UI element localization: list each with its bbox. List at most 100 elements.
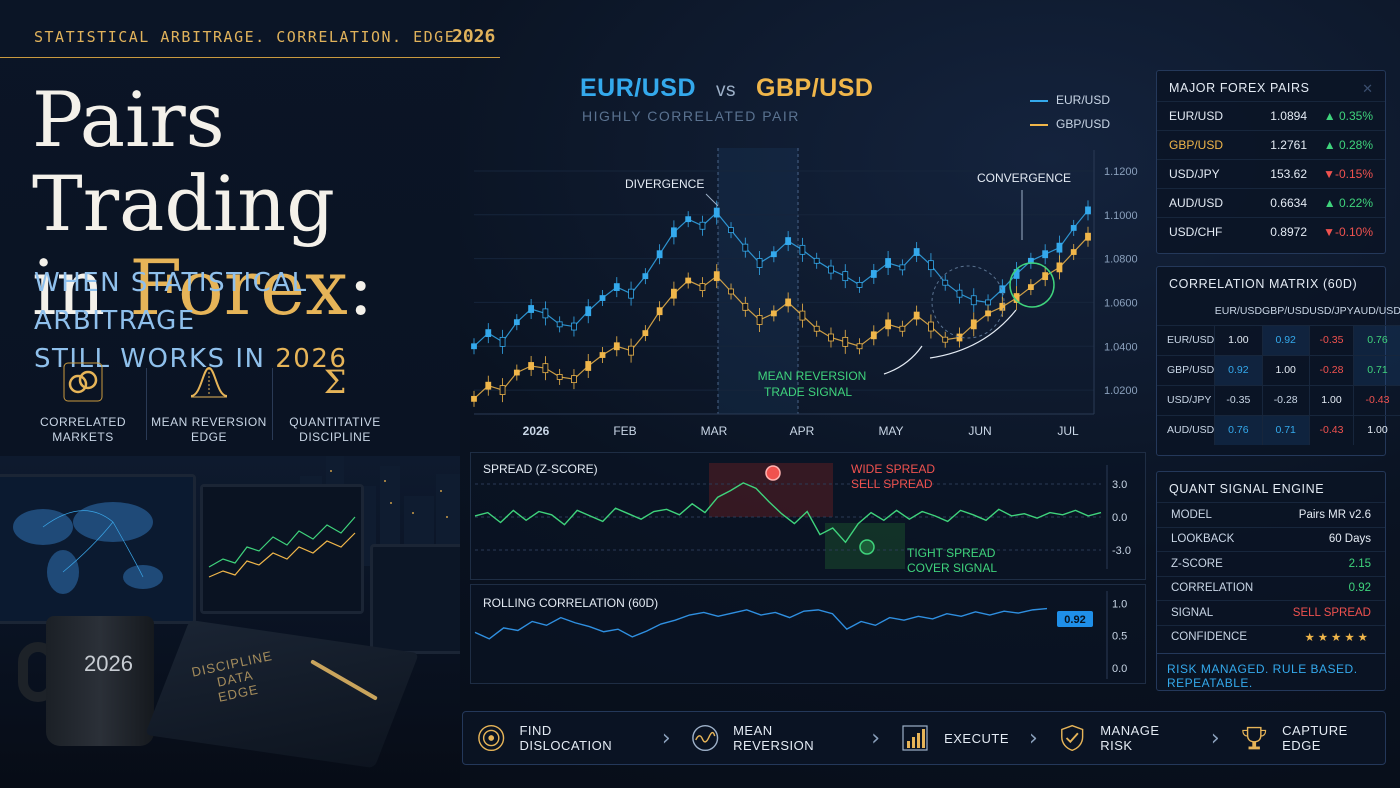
eurusd-candle xyxy=(628,288,634,299)
pair-row[interactable]: AUD/USD 0.6634 ▲ 0.22% xyxy=(1157,188,1385,217)
matrix-row-label: GBP/USD xyxy=(1157,354,1215,385)
x-tick-label: JUL xyxy=(1057,424,1079,438)
quant-row: MODEL Pairs MR v2.6 xyxy=(1157,502,1385,527)
x-tick-label: FEB xyxy=(613,424,636,438)
chevron-right-icon: › xyxy=(661,725,671,751)
major-pairs-title: MAJOR FOREX PAIRS xyxy=(1169,81,1310,95)
eurusd-candle xyxy=(856,282,863,288)
gbpusd-candle xyxy=(985,310,991,317)
title-forex: Forex xyxy=(129,243,348,332)
eurusd-candle xyxy=(785,237,792,245)
correlation-panel-title: ROLLING CORRELATION (60D) xyxy=(483,596,658,610)
pair-change: ▲ 0.28% xyxy=(1323,138,1373,152)
matrix-cell: -0.43 xyxy=(1308,414,1354,445)
divergence-annotation: DIVERGENCE xyxy=(625,177,704,191)
step-mean-reversion[interactable]: MEAN REVERSION xyxy=(691,723,852,753)
step-find-dislocation[interactable]: FIND DISLOCATION xyxy=(477,723,642,753)
y-tick-label: 1.0 xyxy=(1112,598,1127,610)
matrix-cell: 0.71 xyxy=(1353,354,1400,385)
pair-row[interactable]: GBP/USD 1.2761 ▲ 0.28% xyxy=(1157,130,1385,159)
gbpusd-candle xyxy=(828,333,834,342)
pair-name: AUD/USD xyxy=(1169,196,1224,210)
x-tick-label: MAY xyxy=(878,424,903,438)
eurusd-candle xyxy=(899,264,906,271)
spread-chart-canvas: SPREAD (Z-SCORE) 3.0 0.0 -3.0 WIDE SPREADSEL… xyxy=(474,462,1131,575)
subtitle-prefix: STILL WORKS IN xyxy=(34,344,276,374)
page-subtitle: WHEN STATISTICAL ARBITRAGE STILL WORKS I… xyxy=(34,264,460,378)
matrix-column-header: GBP/USD xyxy=(1262,304,1310,317)
gbpusd-candle xyxy=(499,385,506,395)
gbpusd-candle xyxy=(599,352,606,358)
gbpusd-candle xyxy=(942,336,949,343)
target-icon xyxy=(478,724,505,752)
eurusd-candle xyxy=(742,243,749,252)
quant-key: Z-SCORE xyxy=(1171,557,1223,570)
quant-key: MODEL xyxy=(1171,508,1212,521)
x-tick-label: APR xyxy=(790,424,815,438)
eurusd-candle xyxy=(685,216,692,223)
cover-signal-label: COVER SIGNAL xyxy=(907,561,997,575)
svg-text:Σ: Σ xyxy=(324,363,347,401)
sigma-icon: Σ xyxy=(324,363,347,401)
convergence-ring xyxy=(931,265,1005,339)
subtitle-line-2: STILL WORKS IN 2026 xyxy=(34,340,460,378)
gbpusd-candle xyxy=(542,363,549,374)
convergence-annotation: CONVERGENCE xyxy=(977,171,1071,185)
gbpusd-candle xyxy=(1085,232,1091,241)
gbpusd-candle xyxy=(870,331,877,340)
feature-quant-discipline: Σ QUANTITATIVE DISCIPLINE xyxy=(272,362,398,452)
close-icon[interactable]: ✕ xyxy=(1362,81,1373,96)
quant-engine-footer: RISK MANAGED. RULE BASED. REPEATABLE. xyxy=(1157,653,1385,698)
pair-row[interactable]: USD/CHF 0.8972 ▼-0.10% xyxy=(1157,217,1385,246)
correlation-matrix-table: EUR/USD GBP/USD USD/JPY AUD/USD EUR/USD 1.00 0… xyxy=(1157,297,1400,445)
page-title: Pairs Trading in Forex: xyxy=(32,78,460,330)
gbpusd-candle xyxy=(528,362,535,370)
current-correlation-badge xyxy=(1057,611,1093,627)
quant-row: LOOKBACK 60 Days xyxy=(1157,526,1385,552)
pair-row[interactable]: USD/JPY 153.62 ▼-0.15% xyxy=(1157,159,1385,188)
gbpusd-candle xyxy=(756,315,763,325)
eurusd-candle xyxy=(542,308,549,319)
gbpusd-candle xyxy=(556,374,563,380)
feature-label: MEAN REVERSION EDGE xyxy=(151,415,267,444)
wide-spread-label: WIDE SPREAD xyxy=(851,462,935,476)
gbpusd-candle xyxy=(656,307,663,316)
gbpusd-candle xyxy=(642,330,649,337)
gbpusd-candle xyxy=(513,369,520,376)
workflow-bar: FIND DISLOCATION › MEAN REVERSION › EXEC… xyxy=(462,711,1386,765)
gbpusd-candle xyxy=(899,325,906,332)
pair-price: 1.2761 xyxy=(1270,138,1307,152)
mini-chart-screen xyxy=(203,487,361,611)
eurusd-candle xyxy=(513,319,520,326)
gbpusd-candle xyxy=(813,325,820,332)
eurusd-candle xyxy=(599,295,606,301)
gbpusd-candle xyxy=(770,310,777,317)
x-tick-label: JUN xyxy=(968,424,991,438)
eurusd-candle xyxy=(985,299,991,306)
quant-engine-panel: QUANT SIGNAL ENGINE MODEL Pairs MR v2.6 LO… xyxy=(1156,471,1386,691)
gbpusd-candle xyxy=(585,361,592,371)
current-correlation-value: 0.92 xyxy=(1064,614,1085,626)
zscore-series-line xyxy=(474,482,1102,544)
gbpusd-candle xyxy=(1056,262,1063,273)
matrix-corner xyxy=(1157,297,1215,325)
step-capture-edge[interactable]: CAPTURE EDGE xyxy=(1240,723,1385,753)
step-execute[interactable]: EXECUTE xyxy=(900,723,1009,753)
step-label: MEAN REVERSION xyxy=(733,723,815,753)
pair-price: 1.0894 xyxy=(1270,109,1307,123)
gbpusd-candle xyxy=(799,310,806,321)
matrix-cell: 1.00 xyxy=(1308,384,1354,415)
pair-row[interactable]: EUR/USD 1.0894 ▲ 0.35% xyxy=(1157,101,1385,130)
pair-price: 0.6634 xyxy=(1270,196,1307,210)
quant-row: CORRELATION 0.92 xyxy=(1157,575,1385,601)
step-manage-risk[interactable]: MANAGE RISK xyxy=(1058,723,1191,753)
eurusd-candle xyxy=(842,271,849,282)
correlation-matrix-panel: CORRELATION MATRIX (60D) EUR/USD GBP/USD U… xyxy=(1156,266,1400,456)
gbpusd-candle xyxy=(1070,249,1077,255)
matrix-row: EUR/USD 1.00 0.92 -0.35 0.76 xyxy=(1157,324,1400,355)
pair-subtitle: HIGHLY CORRELATED PAIR xyxy=(582,108,800,124)
feature-correlated-markets: CORRELATED MARKETS xyxy=(20,362,146,452)
eurusd-candle xyxy=(799,244,806,255)
pair-name: EUR/USD xyxy=(1169,109,1224,123)
gbpusd-candle xyxy=(785,298,792,307)
